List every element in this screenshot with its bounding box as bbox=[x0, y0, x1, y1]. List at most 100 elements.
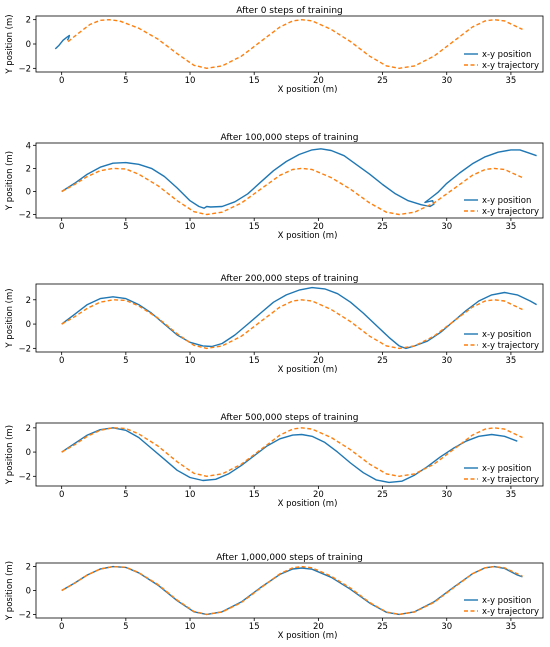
y-axis-label: Y position (m) bbox=[5, 561, 15, 621]
y-axis-label: Y position (m) bbox=[5, 288, 15, 348]
trajectory-line bbox=[61, 427, 523, 477]
chart-title: After 500,000 steps of training bbox=[221, 413, 359, 423]
x-tick-label: 10 bbox=[185, 76, 196, 86]
y-tick-label: −2 bbox=[18, 344, 31, 354]
legend-label: x-y position bbox=[482, 50, 531, 60]
x-axis-label: X position (m) bbox=[278, 231, 338, 241]
legend-label: x-y position bbox=[482, 196, 531, 206]
x-tick-label: 5 bbox=[123, 222, 128, 232]
x-tick-label: 15 bbox=[249, 356, 260, 366]
legend-label: x-y position bbox=[482, 464, 531, 474]
x-axis-label: X position (m) bbox=[278, 631, 338, 641]
chart-title: After 0 steps of training bbox=[236, 6, 342, 16]
x-tick-label: 0 bbox=[59, 622, 64, 632]
x-tick-label: 0 bbox=[59, 76, 64, 86]
legend-label: x-y position bbox=[482, 330, 531, 340]
x-tick-label: 0 bbox=[59, 490, 64, 500]
x-tick-label: 20 bbox=[313, 222, 324, 232]
x-tick-label: 30 bbox=[441, 356, 452, 366]
x-tick-label: 25 bbox=[377, 622, 388, 632]
x-tick-label: 20 bbox=[313, 490, 324, 500]
x-tick-label: 25 bbox=[377, 222, 388, 232]
y-tick-label: 0 bbox=[26, 448, 31, 458]
position-line bbox=[61, 565, 523, 616]
x-tick-label: 30 bbox=[441, 222, 452, 232]
x-tick-label: 35 bbox=[505, 622, 516, 632]
trajectory-line bbox=[67, 19, 523, 69]
position-line bbox=[61, 286, 537, 350]
x-tick-label: 5 bbox=[123, 76, 128, 86]
y-tick-label: 0 bbox=[26, 587, 31, 597]
x-tick-label: 35 bbox=[505, 356, 516, 366]
y-tick-label: 4 bbox=[26, 141, 31, 151]
y-tick-label: 2 bbox=[26, 16, 31, 26]
x-tick-label: 30 bbox=[441, 622, 452, 632]
plot-frame bbox=[35, 142, 544, 219]
x-tick-label: 35 bbox=[505, 490, 516, 500]
x-tick-label: 20 bbox=[313, 356, 324, 366]
chart-panel-5: After 1,000,000 steps of training 0 5 10 15 2… bbox=[5, 553, 544, 641]
chart-title: After 1,000,000 steps of training bbox=[216, 553, 363, 563]
y-axis-label: Y position (m) bbox=[5, 14, 15, 74]
y-tick-label: −2 bbox=[18, 211, 31, 221]
y-axis-label: Y position (m) bbox=[5, 425, 15, 485]
chart-title: After 200,000 steps of training bbox=[221, 274, 359, 284]
y-tick-label: 0 bbox=[26, 187, 31, 197]
y-tick-label: −2 bbox=[18, 472, 31, 482]
x-tick-label: 5 bbox=[123, 356, 128, 366]
legend-label: x-y trajectory bbox=[482, 475, 539, 485]
x-axis-label: X position (m) bbox=[278, 85, 338, 95]
x-tick-label: 15 bbox=[249, 76, 260, 86]
legend-label: x-y trajectory bbox=[482, 61, 539, 71]
x-tick-label: 30 bbox=[441, 76, 452, 86]
y-tick-label: 2 bbox=[26, 563, 31, 573]
legend-label: x-y trajectory bbox=[482, 607, 539, 617]
x-tick-label: 0 bbox=[59, 356, 64, 366]
x-tick-label: 35 bbox=[505, 76, 516, 86]
plot-frame bbox=[35, 562, 544, 619]
x-tick-label: 25 bbox=[377, 490, 388, 500]
x-tick-label: 30 bbox=[441, 490, 452, 500]
legend-label: x-y trajectory bbox=[482, 341, 539, 351]
x-tick-label: 10 bbox=[185, 622, 196, 632]
position-line bbox=[61, 427, 518, 484]
trajectory-line bbox=[61, 167, 523, 216]
x-tick-label: 5 bbox=[123, 490, 128, 500]
x-tick-label: 10 bbox=[185, 490, 196, 500]
position-line bbox=[61, 148, 537, 209]
x-tick-label: 25 bbox=[377, 76, 388, 86]
legend-label: x-y trajectory bbox=[482, 207, 539, 217]
x-tick-label: 20 bbox=[313, 622, 324, 632]
x-tick-label: 20 bbox=[313, 76, 324, 86]
chart-panel-3: After 200,000 steps of training 0 5 10 15 20 2… bbox=[5, 274, 544, 375]
plot-frame bbox=[35, 283, 544, 353]
x-tick-label: 0 bbox=[59, 222, 64, 232]
x-tick-label: 10 bbox=[185, 356, 196, 366]
y-tick-label: 0 bbox=[26, 40, 31, 50]
y-tick-label: −2 bbox=[18, 610, 31, 620]
trajectory-line bbox=[61, 565, 523, 616]
position-line bbox=[54, 34, 71, 50]
y-tick-label: −2 bbox=[18, 64, 31, 74]
x-tick-label: 5 bbox=[123, 622, 128, 632]
x-tick-label: 15 bbox=[249, 622, 260, 632]
legend-label: x-y position bbox=[482, 596, 531, 606]
plot-frame bbox=[35, 15, 544, 73]
x-tick-label: 25 bbox=[377, 356, 388, 366]
x-axis-label: X position (m) bbox=[278, 365, 338, 375]
x-tick-label: 15 bbox=[249, 490, 260, 500]
chart-title: After 100,000 steps of training bbox=[221, 133, 359, 143]
x-tick-label: 15 bbox=[249, 222, 260, 232]
chart-panel-4: After 500,000 steps of training 0 5 10 15 20 2… bbox=[5, 413, 544, 509]
y-tick-label: 2 bbox=[26, 164, 31, 174]
x-tick-label: 35 bbox=[505, 222, 516, 232]
y-tick-label: 2 bbox=[26, 296, 31, 306]
